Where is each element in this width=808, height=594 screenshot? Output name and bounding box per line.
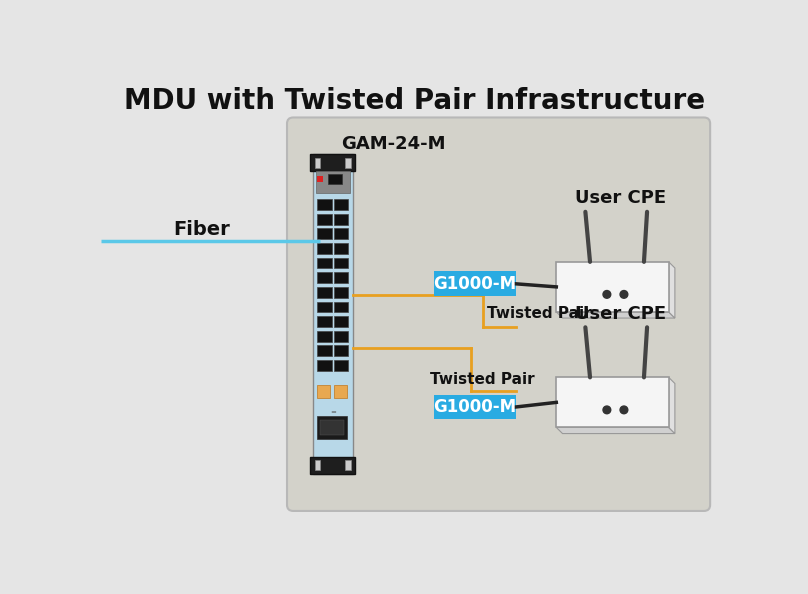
Bar xyxy=(318,302,332,312)
Polygon shape xyxy=(557,312,675,318)
Bar xyxy=(318,360,332,371)
Text: Fiber: Fiber xyxy=(174,220,230,239)
Bar xyxy=(318,287,332,298)
Text: User CPE: User CPE xyxy=(574,305,666,323)
Bar xyxy=(318,416,347,440)
Bar xyxy=(334,345,348,356)
Bar xyxy=(345,157,351,168)
Bar xyxy=(334,316,348,327)
Circle shape xyxy=(603,290,611,298)
Bar xyxy=(318,316,332,327)
Bar xyxy=(310,154,356,172)
Circle shape xyxy=(620,290,628,298)
Polygon shape xyxy=(669,377,675,434)
Bar xyxy=(316,172,350,193)
Text: G1000-M: G1000-M xyxy=(433,398,516,416)
FancyBboxPatch shape xyxy=(557,377,669,428)
Circle shape xyxy=(603,406,611,414)
Text: GAM-24-M: GAM-24-M xyxy=(341,135,446,153)
FancyBboxPatch shape xyxy=(287,118,710,511)
Text: Twisted Pair: Twisted Pair xyxy=(431,372,535,387)
Text: MDU with Twisted Pair Infrastructure: MDU with Twisted Pair Infrastructure xyxy=(124,87,705,115)
Bar xyxy=(334,287,348,298)
Bar xyxy=(334,199,348,210)
Bar xyxy=(318,228,332,239)
Text: User CPE: User CPE xyxy=(574,189,666,207)
Bar xyxy=(318,199,332,210)
Bar xyxy=(318,345,332,356)
Bar xyxy=(318,243,332,254)
Bar xyxy=(334,331,348,342)
FancyBboxPatch shape xyxy=(562,384,675,434)
Bar xyxy=(334,272,348,283)
Bar xyxy=(334,228,348,239)
Bar xyxy=(335,386,347,398)
Bar xyxy=(334,243,348,254)
Bar xyxy=(434,394,516,419)
Bar xyxy=(315,157,320,168)
Bar xyxy=(313,154,353,474)
Bar xyxy=(310,457,356,474)
Bar xyxy=(318,258,332,268)
Bar xyxy=(318,214,332,225)
FancyBboxPatch shape xyxy=(557,262,669,312)
Bar xyxy=(334,302,348,312)
Bar xyxy=(318,331,332,342)
Bar xyxy=(334,258,348,268)
Bar xyxy=(434,271,516,296)
Polygon shape xyxy=(669,262,675,318)
Bar xyxy=(334,214,348,225)
Bar xyxy=(345,460,351,470)
Polygon shape xyxy=(557,428,675,434)
FancyBboxPatch shape xyxy=(562,268,675,318)
Bar xyxy=(328,175,342,184)
Text: G1000-M: G1000-M xyxy=(433,275,516,293)
Text: Twisted Pair: Twisted Pair xyxy=(486,305,591,321)
Text: =: = xyxy=(330,409,335,415)
Bar xyxy=(318,386,330,398)
Bar xyxy=(318,272,332,283)
Bar xyxy=(334,360,348,371)
Bar xyxy=(315,460,320,470)
Bar xyxy=(318,176,322,182)
Bar xyxy=(320,420,343,435)
Circle shape xyxy=(620,406,628,414)
